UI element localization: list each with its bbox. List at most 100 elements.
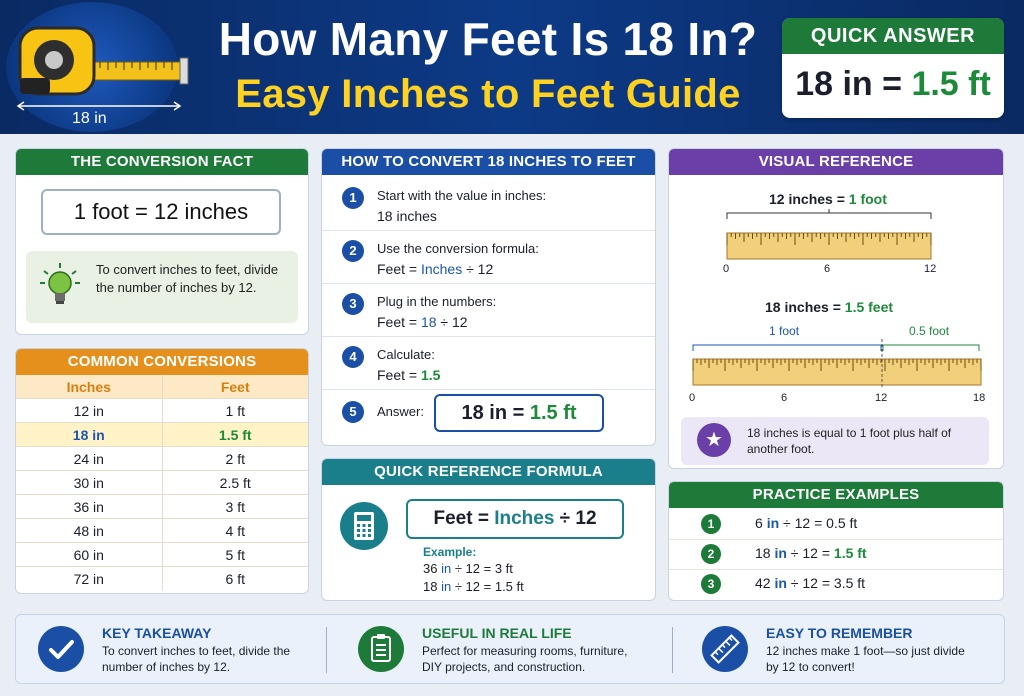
visual-reference-heading: VISUAL REFERENCE bbox=[669, 149, 1003, 175]
step-number: 3 bbox=[342, 293, 364, 315]
step-value: Feet = Inches ÷ 12 bbox=[377, 261, 493, 277]
step-number: 2 bbox=[342, 240, 364, 262]
cell-feet: 2 ft bbox=[225, 451, 245, 467]
practice-text: 6 in ÷ 12 = 0.5 ft bbox=[755, 515, 857, 531]
cell-inches: 72 in bbox=[16, 567, 163, 591]
ruler1-label-a: 12 inches = bbox=[769, 191, 849, 207]
formula-part: 18 bbox=[420, 314, 437, 330]
example-line-2: 18 in ÷ 12 = 1.5 ft bbox=[423, 579, 524, 594]
ruler-icon bbox=[702, 626, 748, 672]
visual-note-text: 18 inches is equal to 1 foot plus half o… bbox=[747, 426, 952, 456]
cell-inches: 60 in bbox=[16, 543, 163, 566]
formula-part: Inches bbox=[420, 261, 463, 277]
ruler2-tick-12: 12 bbox=[875, 392, 888, 404]
example-part: 18 bbox=[423, 579, 442, 594]
footer-title: EASY TO REMEMBER bbox=[766, 625, 913, 641]
example-part: in bbox=[441, 579, 452, 594]
practice-text: 42 in ÷ 12 = 3.5 ft bbox=[755, 575, 865, 591]
practice-part: 3.5 ft bbox=[833, 575, 866, 591]
formula-part: ÷ 12 bbox=[436, 314, 468, 330]
conversion-tip: To convert inches to feet, divide the nu… bbox=[26, 251, 298, 323]
quick-answer-heading: QUICK ANSWER bbox=[782, 18, 1004, 54]
quick-answer-eq: = bbox=[882, 65, 902, 103]
practice-part: 18 bbox=[755, 545, 775, 561]
cell-feet: 4 ft bbox=[225, 523, 245, 539]
ruler2-tick-18: 18 bbox=[973, 392, 986, 404]
answer-lhs: 18 in = bbox=[461, 402, 530, 424]
practice-part: ÷ 12 = bbox=[786, 545, 834, 561]
cell-inches: 24 in bbox=[16, 447, 163, 470]
page-title: How Many Feet Is 18 In? bbox=[218, 13, 758, 65]
practice-part: 1.5 ft bbox=[833, 545, 867, 561]
step-value: Feet = 18 ÷ 12 bbox=[377, 314, 468, 330]
formula-feet: Feet bbox=[433, 508, 473, 529]
practice-part: in bbox=[766, 515, 780, 531]
cell-inches: 30 in bbox=[16, 471, 163, 494]
ruler2-label: 18 inches = 1.5 feet bbox=[765, 299, 893, 315]
practice-number: 1 bbox=[701, 514, 721, 534]
tape-measure-icon bbox=[14, 18, 194, 130]
table-row: 30 in 2.5 ft bbox=[16, 471, 308, 495]
table-row: 36 in 3 ft bbox=[16, 495, 308, 519]
clipboard-icon bbox=[358, 626, 404, 672]
practice-row-1: 1 6 in ÷ 12 = 0.5 ft bbox=[669, 510, 1003, 540]
cell-inches: 12 in bbox=[16, 399, 163, 422]
formula-part: Feet = bbox=[377, 314, 421, 330]
conversion-tip-text: To convert inches to feet, divide the nu… bbox=[96, 262, 279, 295]
conversion-fact-heading: THE CONVERSION FACT bbox=[16, 149, 308, 175]
visual-reference-card: VISUAL REFERENCE 12 inches = 1 foot 0 6 … bbox=[668, 148, 1004, 469]
how-to-convert-heading: HOW TO CONVERT 18 INCHES TO FEET bbox=[322, 149, 655, 175]
practice-part: in bbox=[774, 545, 787, 561]
ruler-18in-graphic bbox=[692, 339, 982, 387]
footer-divider bbox=[326, 627, 327, 673]
quick-answer-value: 18 in = 1.5 ft bbox=[782, 54, 1004, 114]
cell-inches: 36 in bbox=[16, 495, 163, 518]
table-row: 24 in 2 ft bbox=[16, 447, 308, 471]
table-row: 12 in 1 ft bbox=[16, 399, 308, 423]
ruler1-label-b: 1 foot bbox=[848, 191, 887, 207]
footer-text: To convert inches to feet, divide the nu… bbox=[102, 644, 291, 674]
formula-part: Feet = bbox=[377, 261, 421, 277]
ruler2-label-a: 18 inches = bbox=[765, 299, 845, 315]
column-header-feet: Feet bbox=[220, 379, 250, 395]
footer-key-takeaway: KEY TAKEAWAY To convert inches to feet, … bbox=[16, 615, 336, 685]
step-2: 2 Use the conversion formula: Feet = Inc… bbox=[322, 232, 655, 284]
example-part: in bbox=[441, 561, 452, 576]
step-label: Answer: bbox=[377, 404, 424, 419]
answer-box: 18 in = 1.5 ft bbox=[434, 394, 604, 432]
practice-row-2: 2 18 in ÷ 12 = 1.5 ft bbox=[669, 540, 1003, 570]
calculator-icon bbox=[340, 502, 388, 550]
ruler2-label-b: 1.5 feet bbox=[844, 299, 894, 315]
footer-text: 12 inches make 1 foot—so just divide by … bbox=[766, 644, 965, 674]
quick-answer-box: QUICK ANSWER 18 in = 1.5 ft bbox=[782, 18, 1004, 118]
checkmark-icon bbox=[38, 626, 84, 672]
footer-text: Perfect for measuring rooms, furniture, … bbox=[422, 644, 628, 674]
page-subtitle: Easy Inches to Feet Guide bbox=[235, 72, 741, 116]
table-row: 72 in 6 ft bbox=[16, 567, 308, 591]
ruler1-tick-6: 6 bbox=[824, 263, 831, 275]
visual-note: ★ 18 inches is equal to 1 foot plus half… bbox=[681, 417, 989, 465]
example-part: ÷ 12 = 1.5 ft bbox=[451, 579, 524, 594]
footer-title: USEFUL IN REAL LIFE bbox=[422, 625, 572, 641]
footer-bar: KEY TAKEAWAY To convert inches to feet, … bbox=[15, 614, 1005, 684]
cell-feet: 2.5 ft bbox=[219, 475, 251, 491]
ruler-12in-graphic bbox=[726, 209, 932, 260]
conversion-fact-box: 1 foot = 12 inches bbox=[41, 189, 281, 235]
practice-number: 3 bbox=[701, 574, 721, 594]
ruler1-tick-0: 0 bbox=[723, 263, 730, 275]
cell-feet: 1.5 ft bbox=[218, 427, 252, 443]
example-line-1: 36 in ÷ 12 = 3 ft bbox=[423, 561, 513, 576]
practice-part: 0.5 ft bbox=[826, 515, 858, 531]
practice-row-3: 3 42 in ÷ 12 = 3.5 ft bbox=[669, 570, 1003, 600]
example-part: 36 bbox=[423, 561, 442, 576]
header-banner: 18 in How Many Feet Is 18 In? Easy Inche… bbox=[0, 0, 1024, 134]
footer-divider bbox=[672, 627, 673, 673]
lightbulb-icon bbox=[40, 263, 80, 312]
quick-reference-formula-card: QUICK REFERENCE FORMULA Feet = Inches ÷ … bbox=[321, 458, 656, 601]
footer-title: KEY TAKEAWAY bbox=[102, 625, 212, 641]
practice-part: ÷ 12 = bbox=[786, 575, 834, 591]
formula-eq: = bbox=[472, 508, 495, 529]
step-number: 4 bbox=[342, 346, 364, 368]
quick-answer-lhs: 18 in bbox=[795, 65, 873, 103]
practice-number: 2 bbox=[701, 544, 721, 564]
